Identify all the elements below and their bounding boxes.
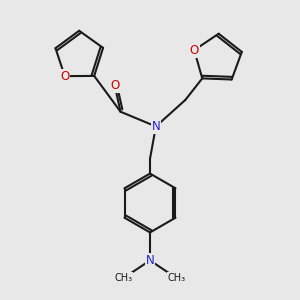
Text: N: N	[146, 254, 154, 267]
Text: O: O	[60, 70, 69, 83]
Text: CH₃: CH₃	[114, 273, 133, 283]
Text: O: O	[110, 79, 119, 92]
Text: N: N	[152, 120, 160, 133]
Text: O: O	[190, 44, 199, 57]
Text: CH₃: CH₃	[167, 273, 186, 283]
